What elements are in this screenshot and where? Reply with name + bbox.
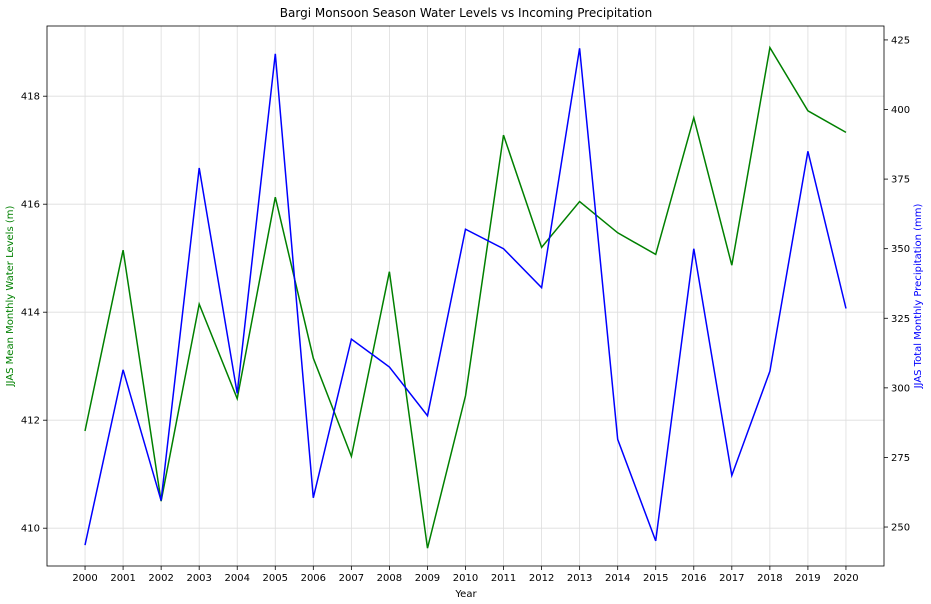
x-tick-label: 2007: [339, 573, 364, 584]
x-tick-label: 2000: [72, 573, 97, 584]
grid: [47, 26, 884, 566]
x-tick-label: 2019: [795, 573, 820, 584]
x-axis-label: Year: [454, 589, 477, 600]
right-y-tick-label: 350: [891, 244, 910, 255]
x-tick-label: 2005: [263, 573, 288, 584]
x-tick-label: 2016: [681, 573, 706, 584]
precipitation-line: [84, 48, 847, 546]
left-y-tick-label: 418: [21, 92, 40, 103]
x-tick-label: 2001: [110, 573, 135, 584]
x-tick-label: 2011: [491, 573, 516, 584]
left-y-tick-label: 416: [21, 200, 40, 211]
left-y-tick-label: 412: [21, 416, 40, 427]
water-level-line: [84, 45, 847, 549]
x-tick-label: 2010: [453, 573, 478, 584]
left-y-tick-label: 414: [21, 308, 40, 319]
x-tick-label: 2002: [148, 573, 173, 584]
left-y-axis-ticks: 410 412 414 416 418: [21, 92, 47, 535]
right-y-tick-label: 325: [891, 314, 910, 325]
right-y-tick-label: 250: [891, 523, 910, 534]
right-y-tick-label: 425: [891, 35, 910, 46]
left-y-axis-label: JJAS Mean Monthly Water Levels (m): [5, 206, 16, 388]
right-y-tick-label: 300: [891, 383, 910, 394]
right-y-axis-label: JJAS Total Monthly Precipitation (mm): [913, 203, 924, 389]
x-tick-label: 2012: [529, 573, 554, 584]
chart-title: Bargi Monsoon Season Water Levels vs Inc…: [280, 6, 652, 20]
series-layer: [84, 45, 847, 549]
x-tick-label: 2013: [567, 573, 592, 584]
right-y-tick-label: 400: [891, 105, 910, 116]
x-tick-label: 2014: [605, 573, 630, 584]
right-y-tick-label: 375: [891, 175, 910, 186]
left-y-tick-label: 410: [21, 524, 40, 535]
x-tick-label: 2006: [301, 573, 326, 584]
x-tick-label: 2018: [757, 573, 782, 584]
x-axis-ticks: 2000 2001 2002 2003 2004 2005 2006 2007 2008 2009…: [72, 566, 859, 584]
x-tick-label: 2008: [377, 573, 402, 584]
x-tick-label: 2017: [719, 573, 744, 584]
x-tick-label: 2015: [643, 573, 668, 584]
x-tick-label: 2020: [833, 573, 858, 584]
x-tick-label: 2009: [415, 573, 440, 584]
x-tick-label: 2004: [225, 573, 250, 584]
right-y-axis-ticks: 250 275 300 325 350 375 400 425: [884, 35, 910, 534]
right-y-tick-label: 275: [891, 453, 910, 464]
x-tick-label: 2003: [186, 573, 211, 584]
